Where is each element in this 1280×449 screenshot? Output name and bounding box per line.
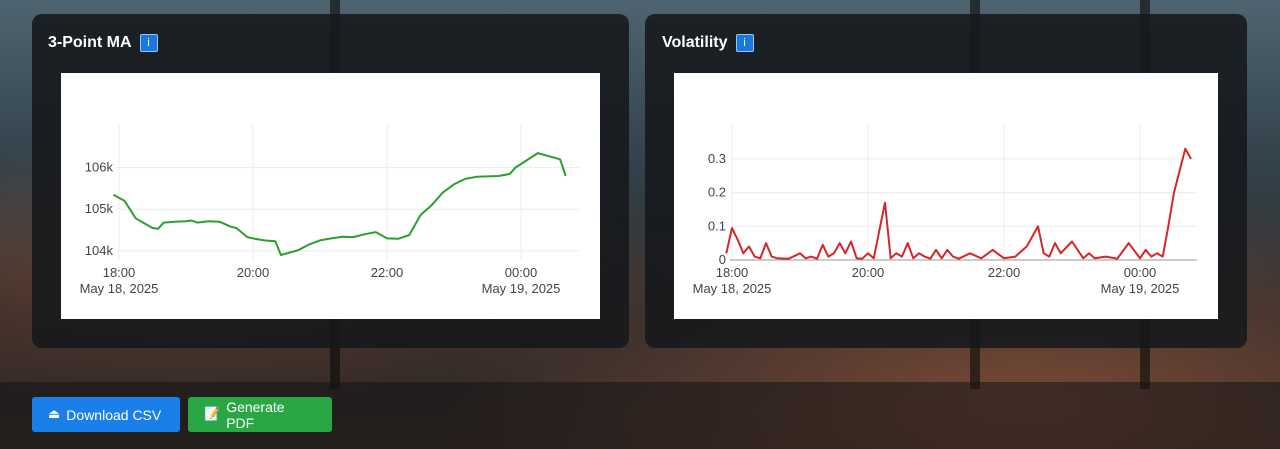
series-line	[112, 152, 567, 256]
download-csv-label: Download CSV	[66, 406, 162, 423]
y-tick-label: 106k	[85, 160, 114, 175]
volatility-title-text: Volatility	[662, 34, 728, 51]
x-tick-label: 20:00	[852, 265, 885, 280]
x-tick-label: 00:00	[1124, 265, 1157, 280]
download-csv-button[interactable]: ⏏ Download CSV	[32, 397, 180, 432]
ma-title-text: 3-Point MA	[48, 34, 132, 51]
ma-chart[interactable]: 18:00 May 18, 2025 20:00 22:00 00:00 May 19, …	[61, 73, 600, 319]
document-icon: 📝	[204, 407, 221, 422]
series-line	[725, 147, 1192, 260]
y-tick-label: 104k	[85, 243, 114, 258]
y-tick-label: 105k	[85, 201, 114, 216]
volatility-chart[interactable]: 18:00 May 18, 2025 20:00 22:00 00:00 May 19, …	[674, 73, 1218, 319]
x-tick-date-label: May 18, 2025	[693, 281, 772, 296]
volatility-card-title: Volatility i	[662, 34, 754, 52]
y-tick-label: 0.3	[708, 151, 726, 166]
download-icon: ⏏	[48, 407, 61, 422]
x-tick-label: 18:00	[103, 265, 136, 280]
x-tick-date-label: May 19, 2025	[482, 281, 561, 296]
info-icon[interactable]: i	[139, 34, 158, 52]
x-tick-date-label: May 18, 2025	[80, 281, 159, 296]
x-tick-label: 20:00	[237, 265, 270, 280]
y-tick-label: 0	[719, 252, 726, 267]
x-tick-date-label: May 19, 2025	[1101, 281, 1180, 296]
x-tick-label: 22:00	[371, 265, 404, 280]
y-tick-label: 0.2	[708, 185, 726, 200]
ma-card-title: 3-Point MA i	[48, 34, 158, 52]
generate-pdf-label: Generate PDF	[226, 398, 285, 431]
x-tick-label: 00:00	[505, 265, 538, 280]
generate-pdf-button[interactable]: 📝 Generate PDF	[188, 397, 332, 432]
x-tick-label: 22:00	[988, 265, 1021, 280]
info-icon[interactable]: i	[735, 34, 754, 52]
y-tick-label: 0.1	[708, 218, 726, 233]
x-tick-label: 18:00	[716, 265, 749, 280]
